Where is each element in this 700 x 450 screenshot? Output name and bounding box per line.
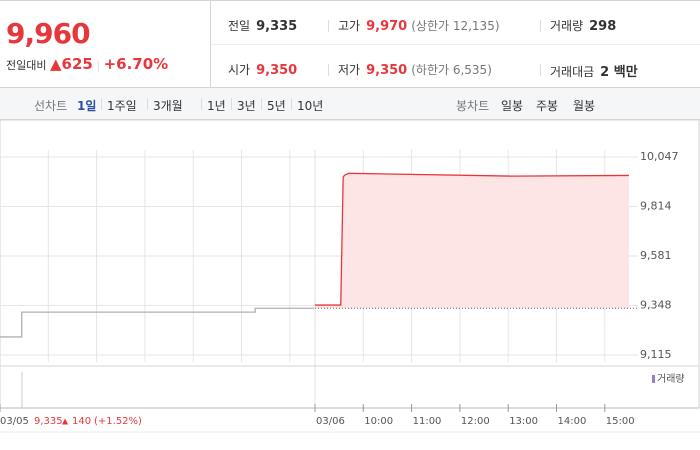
y-tick-label: 9,581: [640, 249, 672, 262]
tab-sep: [291, 98, 292, 110]
info-note: (하한가 6,535): [411, 63, 492, 77]
separator: [540, 64, 541, 76]
info-value: 298: [589, 19, 617, 34]
hover-price: 9,335: [34, 416, 63, 427]
tab-sep: [261, 98, 262, 110]
hover-rate: (+1.52%): [94, 416, 142, 427]
change: 전일대비 ▲625 | +6.70%: [6, 55, 169, 73]
change-value: 625: [61, 55, 93, 73]
separator: [328, 64, 329, 76]
separator: [540, 20, 541, 32]
info-cell: 거래량 298: [550, 17, 616, 34]
quote-header: 9,960 전일대비 ▲625 | +6.70% 전일 9,335 고가 9,970(…: [0, 0, 700, 88]
tab-sep: [147, 98, 148, 110]
chart-bottom: [0, 432, 700, 450]
tab-sep: [201, 98, 202, 110]
info-label: 시가: [228, 63, 251, 77]
hover-change: 140: [72, 416, 91, 427]
tab-group-label: 봉차트: [456, 99, 490, 113]
tab[interactable]: 1일: [77, 99, 97, 113]
info-value: 9,335: [256, 19, 298, 34]
tab[interactable]: 일봉: [501, 99, 524, 113]
price-box: 9,960 전일대비 ▲625 | +6.70%: [0, 1, 211, 88]
tab[interactable]: 1주일: [107, 99, 137, 113]
info-cell: 거래대금 2 백만: [550, 61, 638, 80]
change-rate: +6.70%: [103, 55, 169, 73]
info-label: 전일: [228, 19, 251, 33]
x-tick-label: 14:00: [558, 416, 587, 427]
info-label: 거래량: [550, 19, 584, 33]
y-tick-label: 9,348: [640, 299, 672, 312]
price: 9,960: [6, 17, 91, 50]
info-cell: 저가 9,350 (하한가 6,535): [338, 61, 492, 78]
y-tick-label: 9,115: [640, 348, 672, 361]
x-tick-label: 10:00: [364, 416, 393, 427]
info-value: 9,350: [366, 63, 408, 78]
x-tick-label: 03/05: [0, 416, 29, 427]
area: [315, 173, 629, 309]
arrow-up: ▲: [49, 55, 62, 73]
change-label: 전일대비: [6, 59, 47, 72]
info-value: 9,970: [366, 19, 408, 34]
info-label: 거래대금: [550, 65, 595, 79]
info-label: 고가: [338, 19, 361, 33]
x-tick-label: 12:00: [461, 416, 490, 427]
row-divider: [211, 44, 700, 45]
separator: [328, 20, 329, 32]
info-cell: 전일 9,335: [228, 17, 297, 34]
info-note: (상한가 12,135): [411, 19, 500, 33]
tab[interactable]: 주봉: [536, 99, 559, 113]
x-tick-label: 03/06: [316, 416, 345, 427]
tab[interactable]: 5년: [267, 99, 286, 113]
info-value: 2 백만: [600, 65, 638, 80]
tab-sep: [101, 98, 102, 110]
info-label: 저가: [338, 63, 361, 77]
tab[interactable]: 월봉: [573, 99, 596, 113]
info-value: 9,350: [256, 63, 298, 78]
tab[interactable]: 10년: [297, 99, 324, 113]
x-tick-label: 11:00: [413, 416, 442, 427]
legend-label: 거래량: [657, 373, 685, 385]
y-tick-label: 10,047: [640, 150, 679, 163]
tab[interactable]: 1년: [207, 99, 226, 113]
tab-group-label: 선차트: [34, 99, 68, 113]
tab[interactable]: 3개월: [153, 99, 183, 113]
line: [315, 172, 629, 306]
tab[interactable]: 3년: [237, 99, 256, 113]
hover-arrow: ▲: [62, 417, 69, 426]
info-cell: 고가 9,970 (상한가 12,135): [338, 17, 500, 34]
info-cell: 시가 9,350: [228, 61, 297, 78]
line: [0, 307, 314, 338]
y-tick-label: 9,814: [640, 199, 672, 212]
x-tick-label: 15:00: [606, 416, 635, 427]
x-tick-label: 13:00: [509, 416, 538, 427]
legend-swatch: [652, 375, 655, 383]
tab-sep: [231, 98, 232, 110]
